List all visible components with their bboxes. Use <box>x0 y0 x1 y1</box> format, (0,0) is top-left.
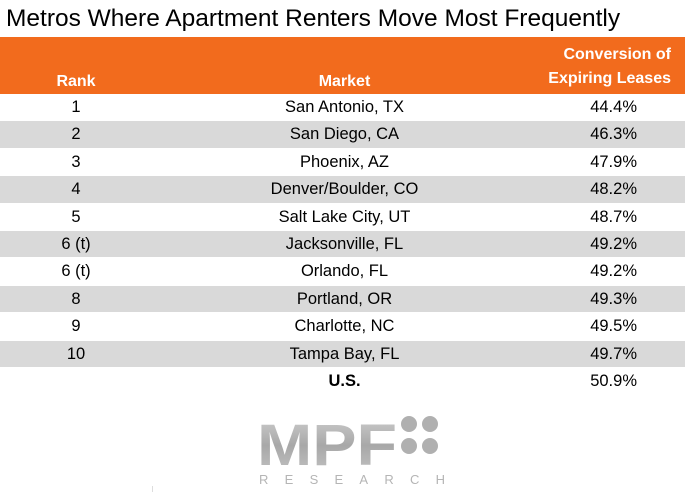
rank-cell: 1 <box>71 98 81 116</box>
logo-text: MPF <box>257 413 397 478</box>
market-cell: Denver/Boulder, CO <box>270 180 419 199</box>
rank-cell: 8 <box>71 289 81 308</box>
conversion-cell: 49.2% <box>590 234 637 253</box>
column-header-conversion-line2: Expiring Leases <box>548 70 671 87</box>
conversion-cell: 49.7% <box>590 344 637 363</box>
table-row: 6 (t) Jacksonville, FL 49.2% <box>0 230 685 259</box>
table-row: 10 Tampa Bay, FL 49.7% <box>0 340 685 368</box>
market-cell: U.S. <box>328 371 361 390</box>
table-row: 3 Phoenix, AZ 47.9% <box>0 149 685 177</box>
table-row: 2 San Diego, CA 46.3% <box>0 121 685 149</box>
rank-cell: 10 <box>66 344 86 363</box>
rank-cell: 6 (t) <box>61 234 91 253</box>
table-row: 5 Salt Lake City, UT 48.7% <box>0 204 685 231</box>
rank-cell: 5 <box>71 207 81 226</box>
rank-cell: 9 <box>71 317 81 336</box>
table-body: 1 San Antonio, TX 44.4% 2 San Diego, CA … <box>0 94 685 395</box>
market-cell: San Diego, CA <box>289 125 400 144</box>
conversion-cell: 49.3% <box>590 289 637 308</box>
table-row: 4 Denver/Boulder, CO 48.2% <box>0 176 685 204</box>
market-cell: Tampa Bay, FL <box>289 344 400 363</box>
market-cell: Orlando, FL <box>300 262 389 281</box>
table-row: 9 Charlotte, NC 49.5% <box>0 313 685 341</box>
table-row: 8 Portland, OR 49.3% <box>0 285 685 314</box>
column-divider-mark <box>152 486 153 492</box>
logo-dots-icon <box>401 416 438 454</box>
conversion-cell: 44.4% <box>590 98 637 116</box>
column-header-rank: Rank <box>56 73 96 90</box>
market-cell: Phoenix, AZ <box>300 152 389 171</box>
mpf-research-logo: MPF RESEARCH <box>257 413 445 487</box>
rank-cell: 2 <box>71 125 81 144</box>
conversion-cell: 50.9% <box>590 371 637 390</box>
column-header-conversion: Conversion of Expiring Leases <box>548 43 671 91</box>
table-row: 6 (t) Orlando, FL 49.2% <box>0 258 685 286</box>
table-row: 1 San Antonio, TX 44.4% <box>0 94 685 122</box>
conversion-cell: 48.7% <box>590 207 637 226</box>
rank-cell: 6 (t) <box>61 262 91 281</box>
market-cell: Charlotte, NC <box>294 317 395 336</box>
conversion-cell: 48.2% <box>590 180 637 199</box>
rank-cell: 3 <box>71 152 81 171</box>
conversion-cell: 49.5% <box>590 317 637 336</box>
page-title: Metros Where Apartment Renters Move Most… <box>6 5 621 32</box>
market-cell: Jacksonville, FL <box>285 234 404 253</box>
column-header-conversion-line1: Conversion of <box>563 46 671 63</box>
market-cell: Portland, OR <box>296 289 393 308</box>
total-row: U.S. 50.9% <box>0 368 685 395</box>
table-header: Rank Market Conversion of Expiring Lease… <box>0 37 685 94</box>
conversion-cell: 49.2% <box>590 262 637 281</box>
conversion-cell: 46.3% <box>590 125 637 144</box>
conversion-cell: 47.9% <box>590 152 637 171</box>
column-header-market: Market <box>318 73 371 90</box>
market-cell: San Antonio, TX <box>285 98 404 116</box>
market-cell: Salt Lake City, UT <box>278 207 411 226</box>
rank-cell: 4 <box>71 180 81 199</box>
